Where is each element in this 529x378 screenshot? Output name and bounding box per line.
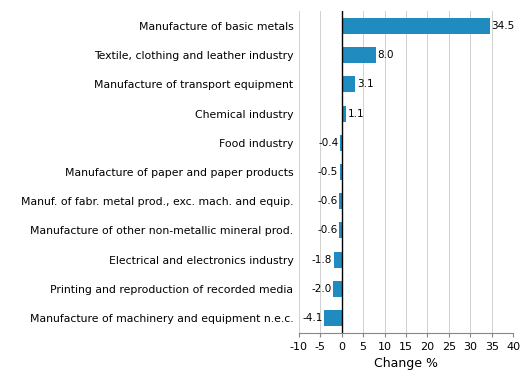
Bar [339, 193, 342, 209]
Bar [334, 252, 342, 268]
Bar [339, 222, 342, 239]
Bar [342, 105, 346, 122]
Bar [342, 47, 376, 63]
Text: 8.0: 8.0 [378, 50, 394, 60]
Text: 34.5: 34.5 [491, 21, 515, 31]
Bar [340, 135, 342, 151]
Bar [333, 281, 342, 297]
Bar [342, 18, 489, 34]
Bar [340, 164, 342, 180]
Text: 1.1: 1.1 [348, 108, 365, 119]
Text: -0.4: -0.4 [318, 138, 339, 148]
Text: -2.0: -2.0 [311, 284, 332, 294]
Text: -0.5: -0.5 [317, 167, 338, 177]
Text: -0.6: -0.6 [317, 196, 338, 206]
Text: -1.8: -1.8 [312, 255, 332, 265]
Bar [324, 310, 342, 326]
Bar [342, 76, 355, 92]
Text: -4.1: -4.1 [302, 313, 323, 323]
Text: 3.1: 3.1 [357, 79, 373, 89]
X-axis label: Change %: Change % [374, 357, 438, 370]
Text: -0.6: -0.6 [317, 225, 338, 235]
